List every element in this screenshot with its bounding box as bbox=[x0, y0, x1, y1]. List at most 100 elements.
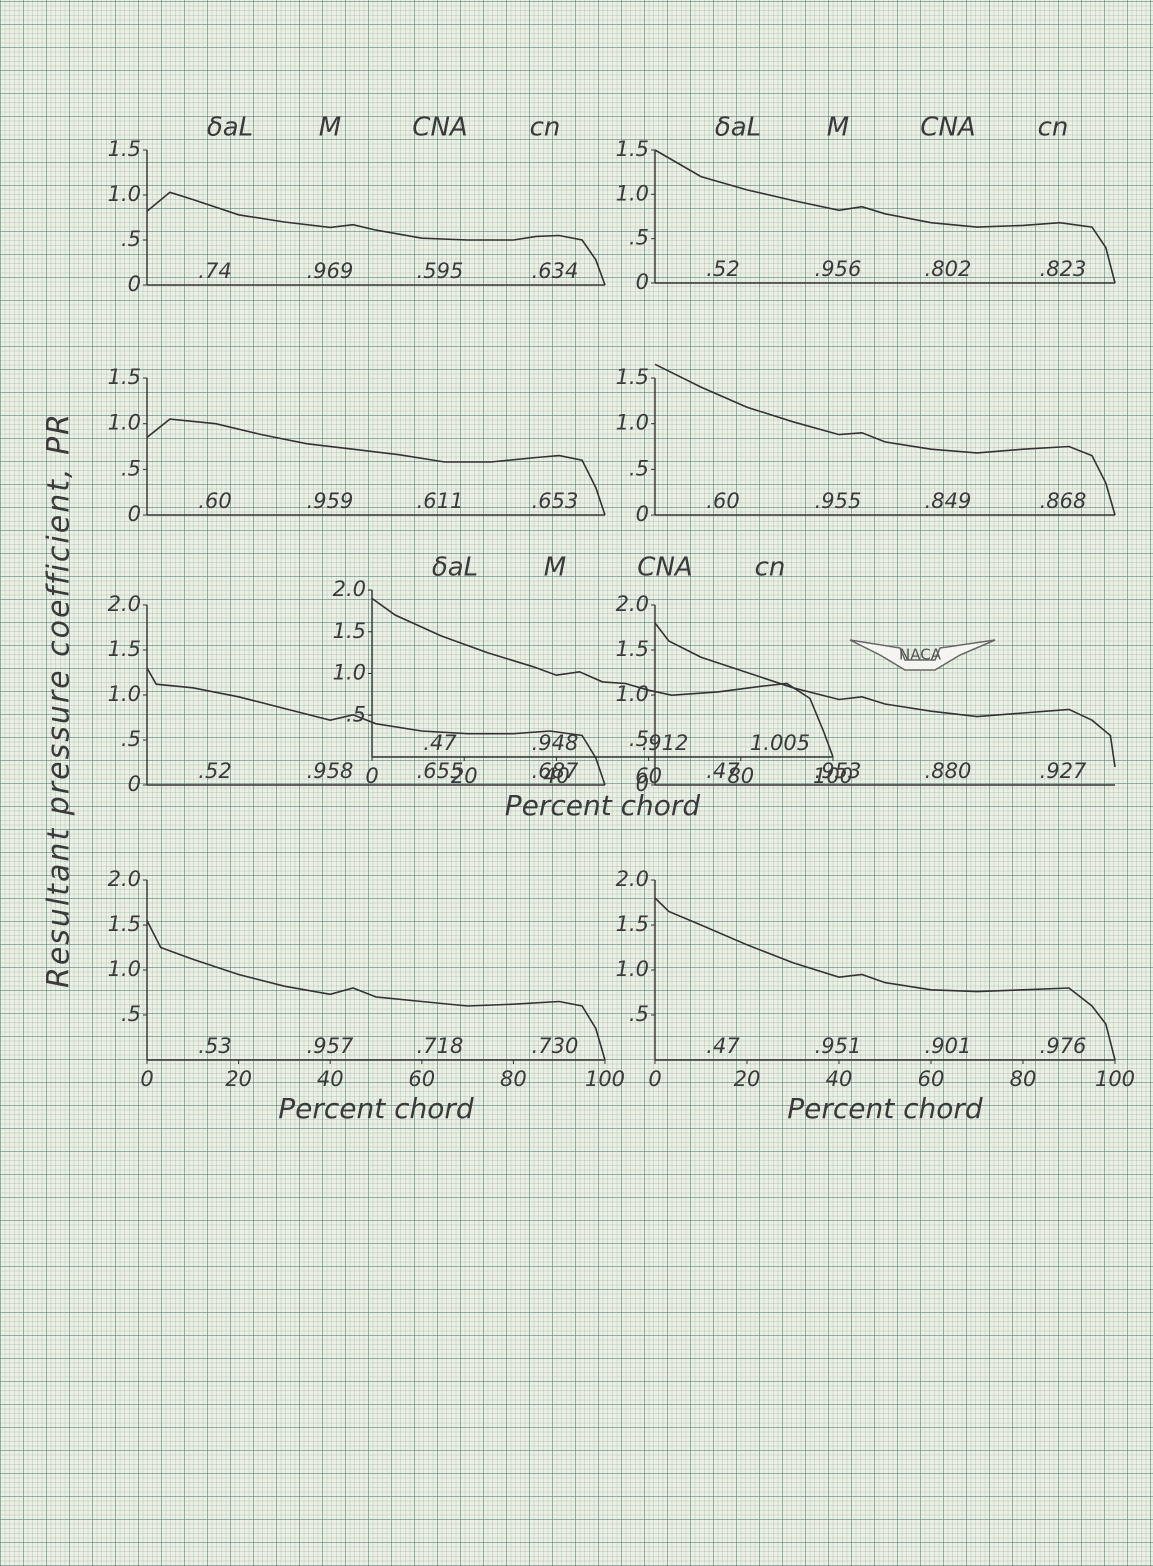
parameter-value: .74 bbox=[198, 259, 231, 283]
x-tick-label: 60 bbox=[635, 764, 662, 788]
y-tick-label: .5 bbox=[121, 456, 141, 480]
logo-text: NACA bbox=[899, 646, 942, 664]
parameter-name: cn bbox=[530, 113, 561, 143]
x-tick-label: 20 bbox=[734, 1067, 761, 1091]
parameter-value: .802 bbox=[925, 257, 972, 281]
y-tick-label: .5 bbox=[121, 727, 141, 751]
chart-sheet: Resultant pressure coefficient, PR NACA … bbox=[0, 0, 1153, 1566]
y-tick-label: 1.0 bbox=[616, 181, 649, 205]
parameter-value: .634 bbox=[532, 259, 579, 283]
x-axis-label: Percent chord bbox=[505, 789, 701, 822]
graph-paper: Resultant pressure coefficient, PR NACA … bbox=[0, 0, 1153, 1566]
parameter-name: M bbox=[319, 113, 341, 143]
parameter-value: .52 bbox=[706, 257, 739, 281]
x-tick-label: 100 bbox=[813, 764, 853, 788]
y-tick-label: 2.0 bbox=[616, 867, 649, 891]
y-tick-label: 1.5 bbox=[333, 619, 366, 643]
parameter-value: .958 bbox=[307, 759, 354, 783]
parameter-value: .976 bbox=[1040, 1034, 1087, 1058]
naca-logo: NACA bbox=[850, 640, 995, 670]
y-tick-label: 2.0 bbox=[108, 867, 141, 891]
parameter-name: δaL bbox=[715, 113, 761, 143]
parameter-value: .912 bbox=[642, 731, 689, 755]
y-tick-label: 0 bbox=[636, 270, 649, 294]
y-tick-label: 1.0 bbox=[616, 957, 649, 981]
parameter-value: .718 bbox=[417, 1034, 464, 1058]
x-tick-label: 20 bbox=[225, 1067, 252, 1091]
x-tick-label: 40 bbox=[543, 764, 570, 788]
parameter-value: .955 bbox=[815, 489, 862, 513]
parameter-value: 1.005 bbox=[750, 731, 810, 755]
parameter-value: .47 bbox=[706, 1034, 740, 1058]
parameter-value: .52 bbox=[198, 759, 231, 783]
y-tick-label: 1.5 bbox=[108, 637, 141, 661]
parameter-value: .969 bbox=[307, 259, 354, 283]
y-tick-label: 0 bbox=[128, 502, 141, 526]
y-tick-label: .5 bbox=[629, 1002, 649, 1026]
y-tick-label: 2.0 bbox=[108, 592, 141, 616]
y-tick-label: 0 bbox=[636, 502, 649, 526]
y-tick-label: .5 bbox=[121, 227, 141, 251]
x-tick-label: 40 bbox=[317, 1067, 344, 1091]
y-axis-label: Resultant pressure coefficient, PR bbox=[42, 412, 77, 988]
y-tick-label: 1.0 bbox=[108, 957, 141, 981]
parameter-value: .959 bbox=[307, 489, 354, 513]
x-tick-label: 0 bbox=[140, 1067, 153, 1091]
parameter-value: .60 bbox=[198, 489, 231, 513]
parameter-value: .956 bbox=[815, 257, 862, 281]
parameter-value: .53 bbox=[198, 1034, 231, 1058]
y-tick-label: .5 bbox=[629, 226, 649, 250]
parameter-name: CNA bbox=[637, 553, 692, 583]
y-tick-label: 0 bbox=[128, 272, 141, 296]
parameter-name: M bbox=[827, 113, 849, 143]
parameter-value: .730 bbox=[532, 1034, 579, 1058]
x-tick-label: 80 bbox=[500, 1067, 527, 1091]
y-tick-label: 1.0 bbox=[108, 182, 141, 206]
parameter-value: .880 bbox=[925, 759, 972, 783]
y-tick-label: 1.5 bbox=[108, 137, 141, 161]
y-tick-label: 1.0 bbox=[108, 682, 141, 706]
parameter-name: δaL bbox=[432, 553, 478, 583]
x-tick-label: 40 bbox=[826, 1067, 853, 1091]
parameter-name: CNA bbox=[412, 113, 467, 143]
parameter-name: cn bbox=[1038, 113, 1069, 143]
y-tick-label: 1.0 bbox=[108, 411, 141, 435]
x-tick-label: 0 bbox=[365, 764, 378, 788]
x-tick-label: 100 bbox=[1095, 1067, 1135, 1091]
x-tick-label: 80 bbox=[727, 764, 754, 788]
x-tick-label: 60 bbox=[918, 1067, 945, 1091]
y-tick-label: 1.5 bbox=[616, 912, 649, 936]
parameter-value: .60 bbox=[706, 489, 739, 513]
y-tick-label: 1.5 bbox=[616, 365, 649, 389]
y-tick-label: 2.0 bbox=[333, 577, 366, 601]
parameter-value: .951 bbox=[815, 1034, 862, 1058]
x-axis-label: Percent chord bbox=[278, 1092, 474, 1125]
parameter-value: .611 bbox=[417, 489, 464, 513]
y-tick-label: .5 bbox=[346, 702, 366, 726]
x-tick-label: 60 bbox=[408, 1067, 435, 1091]
x-tick-label: 0 bbox=[648, 1067, 661, 1091]
parameter-value: .653 bbox=[532, 489, 579, 513]
y-tick-label: 0 bbox=[128, 772, 141, 796]
parameter-value: .47 bbox=[423, 731, 457, 755]
y-tick-label: .5 bbox=[121, 1002, 141, 1026]
x-tick-label: 100 bbox=[585, 1067, 625, 1091]
parameter-value: .927 bbox=[1040, 759, 1087, 783]
y-tick-label: 2.0 bbox=[616, 592, 649, 616]
x-tick-label: 80 bbox=[1010, 1067, 1037, 1091]
y-tick-label: 1.0 bbox=[333, 661, 366, 685]
parameter-value: .849 bbox=[925, 489, 972, 513]
parameter-name: δaL bbox=[207, 113, 253, 143]
parameter-name: M bbox=[544, 553, 566, 583]
parameter-value: .868 bbox=[1040, 489, 1087, 513]
x-axis-label: Percent chord bbox=[787, 1092, 983, 1125]
x-tick-label: 20 bbox=[451, 764, 478, 788]
y-tick-label: 1.5 bbox=[616, 137, 649, 161]
parameter-value: .823 bbox=[1040, 257, 1087, 281]
parameter-value: .948 bbox=[532, 731, 579, 755]
y-tick-label: 1.5 bbox=[616, 637, 649, 661]
parameter-value: .595 bbox=[417, 259, 464, 283]
y-tick-label: .5 bbox=[629, 456, 649, 480]
parameter-name: cn bbox=[755, 553, 786, 583]
data-line bbox=[655, 623, 1115, 767]
